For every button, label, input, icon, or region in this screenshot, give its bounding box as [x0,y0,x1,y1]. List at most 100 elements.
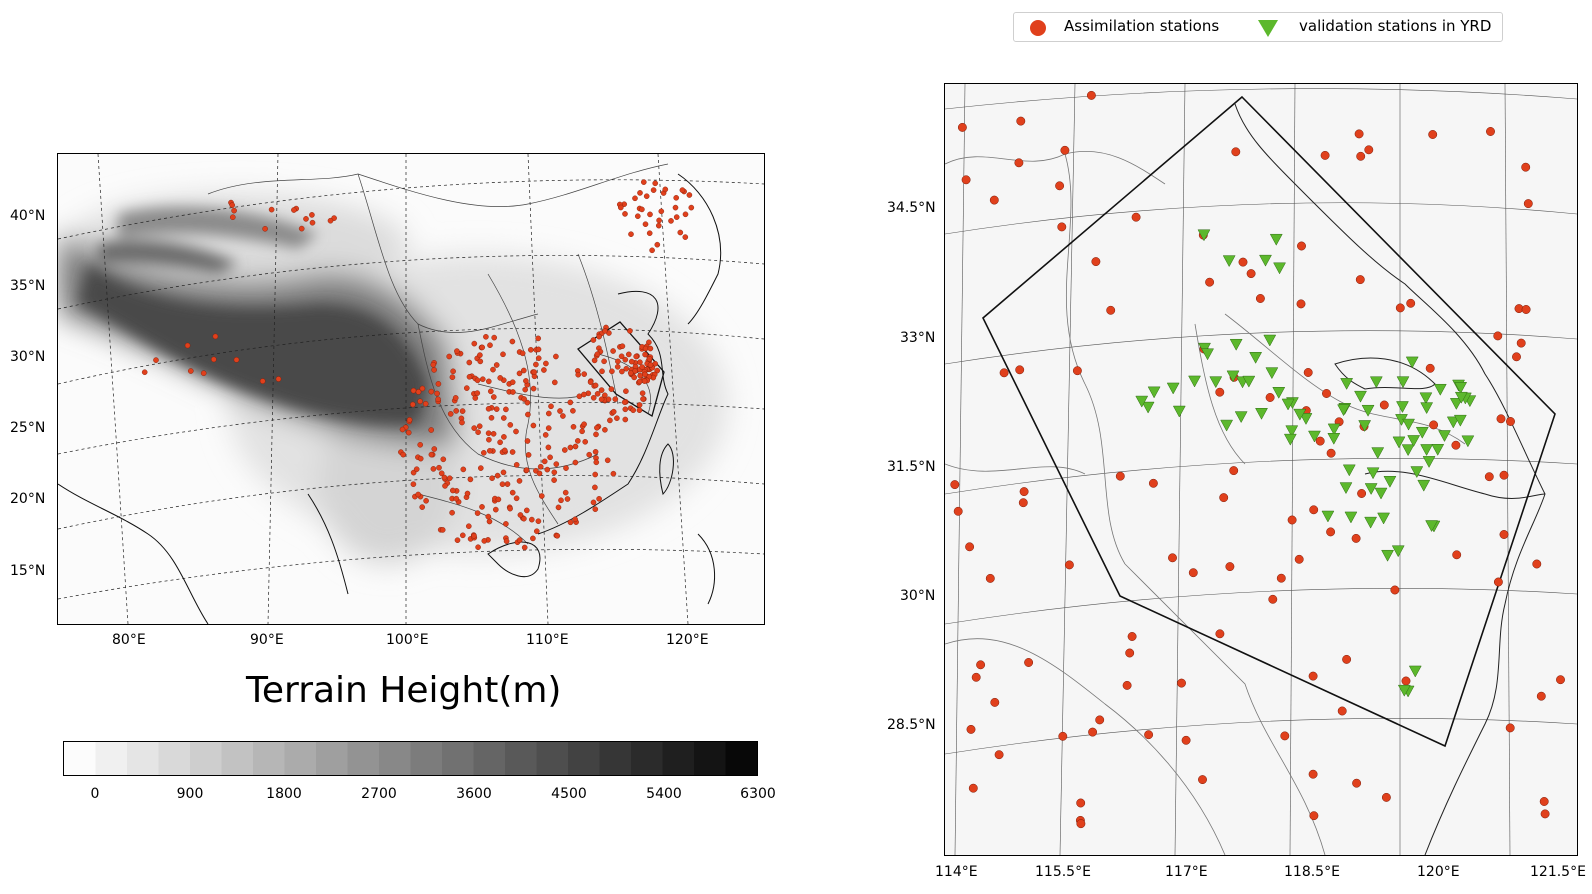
station-dot [431,362,436,367]
station-dot [416,389,421,394]
assimilation-station [1256,294,1264,302]
station-dot [432,367,437,372]
station-dot [534,529,539,534]
assimilation-station [1295,555,1303,563]
station-dot [464,386,469,391]
station-dot [309,212,314,217]
station-dot [674,195,679,200]
colorbar-label: 0 [91,786,100,802]
colorbar-step [159,742,191,775]
assimilation-station [1500,471,1508,479]
station-dot [642,379,647,384]
colorbar-step [253,742,285,775]
station-dot [436,465,441,470]
station-dot [554,462,559,467]
station-dot [299,226,304,231]
station-dot [632,196,637,201]
station-dot [429,389,434,394]
assimilation-marker-icon [1028,18,1048,38]
assimilation-station [1065,561,1073,569]
station-dot [565,496,570,501]
station-dot [142,370,147,375]
station-dot [568,520,573,525]
station-dot [573,460,578,465]
legend-validation-label: validation stations in YRD [1299,17,1491,35]
station-dot [657,218,662,223]
station-dot [643,222,648,227]
left-lon-label: 90°E [250,632,284,648]
station-dot [573,444,578,449]
station-dot [454,496,459,501]
station-dot [500,482,505,487]
right-lat-label: 33°N [900,330,935,346]
assimilation-station [1073,367,1081,375]
station-dot [416,492,421,497]
station-dot [689,205,694,210]
station-dot [513,429,518,434]
colorbar-step [222,742,254,775]
assimilation-station [1533,560,1541,568]
assimilation-station [1506,417,1514,425]
station-dot [599,397,604,402]
station-dot [503,521,508,526]
colorbar-label: 4500 [551,786,587,802]
colorbar-label: 2700 [361,786,397,802]
assimilation-station [1059,732,1067,740]
assimilation-station [1132,213,1140,221]
left-lat-label: 40°N [10,208,45,224]
station-dot [576,372,581,377]
legend: Assimilation stations validation station… [1013,12,1503,42]
station-dot [611,471,616,476]
assimilation-station [1500,530,1508,538]
assimilation-station [995,751,1003,759]
assimilation-station [1338,707,1346,715]
colorbar-step [316,742,348,775]
station-dot [678,230,683,235]
station-dot [420,505,425,510]
station-dot [450,375,455,380]
assimilation-station [1396,304,1404,312]
station-dot [486,514,491,519]
station-dot [230,215,235,220]
station-dot [597,334,602,339]
station-dot [655,242,660,247]
assimilation-station [1352,534,1360,542]
assimilation-station [1216,388,1224,396]
station-dot [594,425,599,430]
station-dot [153,358,158,363]
station-dot [592,358,597,363]
assimilation-station [958,123,966,131]
station-dot [663,187,668,192]
colorbar-label: 5400 [646,786,682,802]
assimilation-station [1429,130,1437,138]
colorbar-label: 900 [177,786,204,802]
station-dot [531,423,536,428]
station-dot [637,360,642,365]
assimilation-station [1352,779,1360,787]
station-dot [573,517,578,522]
station-dot [517,371,522,376]
station-dot [400,427,405,432]
station-dot [459,420,464,425]
station-dot [530,536,535,541]
station-dot [414,467,419,472]
station-dot [580,429,585,434]
station-dot [627,328,632,333]
assimilation-station [1322,389,1330,397]
station-dot [501,415,506,420]
colorbar-step [285,742,317,775]
station-dot [618,205,623,210]
station-dot [552,478,557,483]
station-dot [483,334,488,339]
station-dot [615,364,620,369]
colorbar-step [379,742,411,775]
station-dot [440,527,445,532]
station-dot [563,490,568,495]
left-lon-label: 120°E [666,632,709,648]
station-dot [528,347,533,352]
station-dot [605,458,610,463]
station-dot [591,337,596,342]
station-dot [429,427,434,432]
station-dot [631,408,636,413]
station-dot [479,504,484,509]
